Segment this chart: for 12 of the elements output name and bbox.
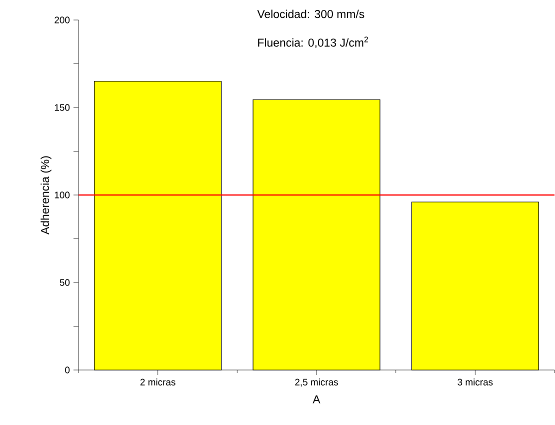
y-tick-label: 0 — [65, 366, 70, 374]
text: Velocidad: 300 mm/s — [257, 10, 364, 18]
y-axis-title: Adherencia (%) — [40, 156, 52, 234]
x-axis-title: A — [312, 395, 320, 404]
annotation: Fluencia: 0,013 J/cm$^{2}$ — [258, 36, 368, 48]
x-tick-label: 2,5 micras — [295, 378, 338, 387]
x-tick-label: 3 micras — [458, 378, 493, 386]
y-tick-label: 200 — [54, 16, 70, 24]
y-tick-label: 150 — [54, 104, 70, 111]
x-tick-label: 2 micras — [140, 378, 176, 386]
y-tick-label: 50 — [60, 279, 70, 286]
y-tick-label: 100 — [54, 192, 70, 198]
